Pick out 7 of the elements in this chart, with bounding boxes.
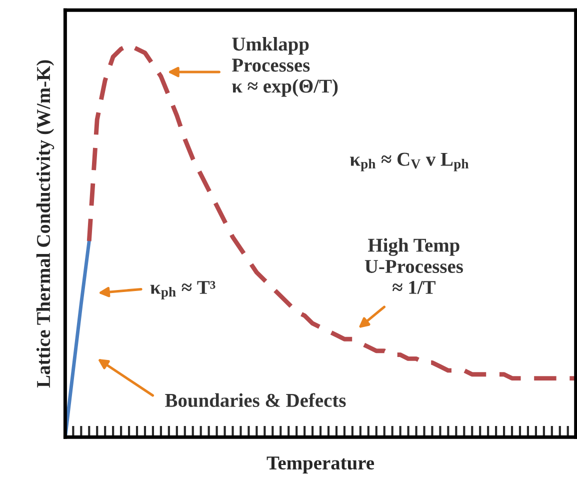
annotation: Umklapp Processes κ ≈ exp(Θ/T) xyxy=(232,37,338,97)
annotation: Boundaries & Defects xyxy=(165,393,346,408)
annotation: κ$_{ph}$ ≈ T³ xyxy=(150,281,216,300)
annotation: κ$_{ph}$ ≈ C$_{V}$ v L$_{ph}$ xyxy=(350,152,469,172)
x-axis-title: Temperature xyxy=(266,456,374,474)
y-axis-title: Lattice Thermal Conductivity (W/m-K) xyxy=(36,60,54,388)
annotation: High Temp U-Processes ≈ 1/T xyxy=(364,238,463,294)
